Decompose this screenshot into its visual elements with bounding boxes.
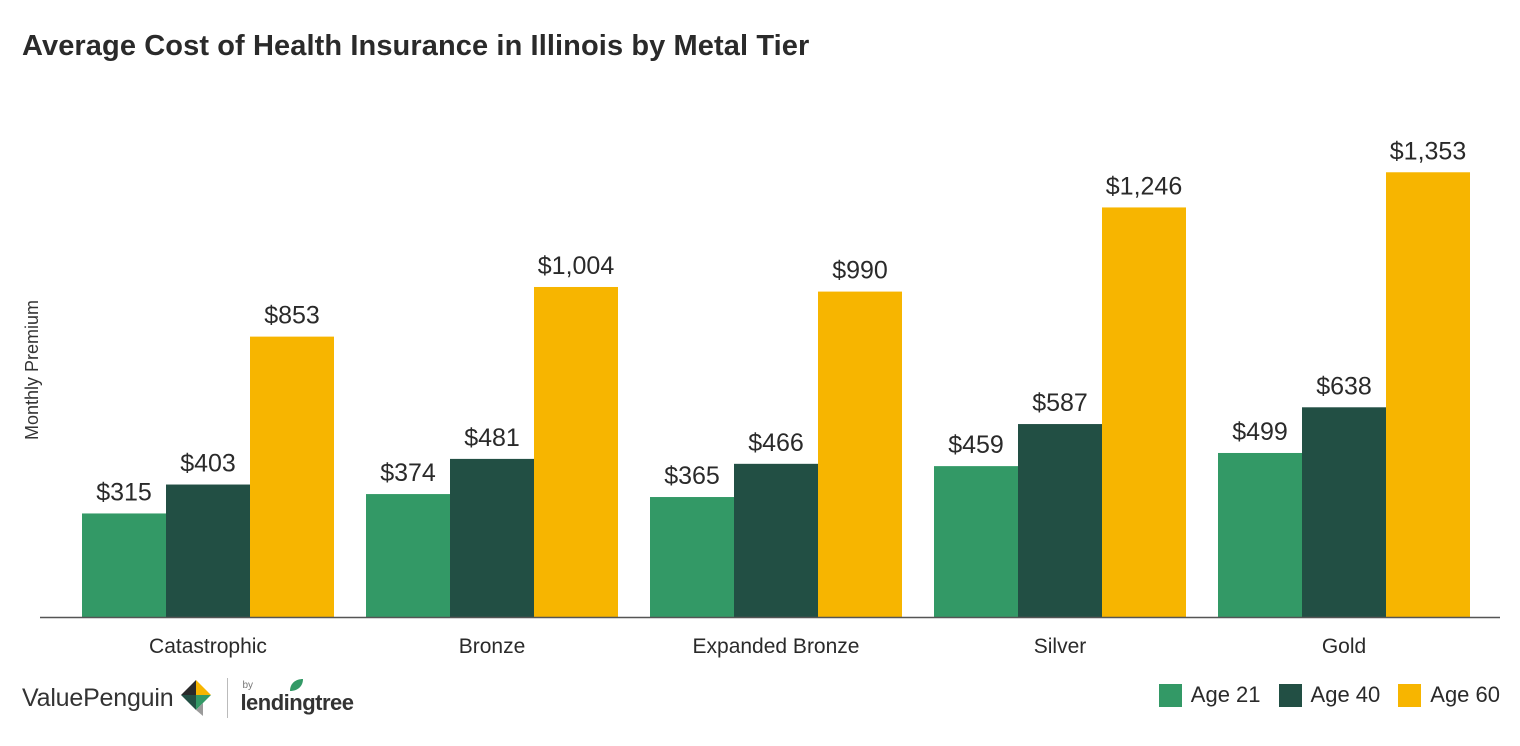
leaf-icon xyxy=(290,679,304,691)
chart-legend: Age 21 Age 40 Age 60 xyxy=(1158,682,1500,708)
legend-label-age-40: Age 40 xyxy=(1310,682,1381,707)
legend-label-age-60: Age 60 xyxy=(1430,682,1500,707)
data-label-bronze-age-40: $481 xyxy=(464,424,520,452)
legend-item-age-21: Age 21 xyxy=(1158,682,1261,708)
bar-silver-age-21 xyxy=(934,466,1018,617)
bar-expanded-bronze-age-60 xyxy=(818,291,902,617)
x-tick-label-gold: Gold xyxy=(1322,635,1366,658)
logo-divider xyxy=(227,678,229,718)
legend-item-age-60: Age 60 xyxy=(1398,682,1500,708)
bar-catastrophic-age-40 xyxy=(166,484,250,617)
data-label-silver-age-60: $1,246 xyxy=(1106,172,1182,200)
data-label-gold-age-60: $1,353 xyxy=(1390,137,1466,165)
bar-bronze-age-21 xyxy=(366,494,450,617)
chart-title: Average Cost of Health Insurance in Illi… xyxy=(22,30,810,62)
data-label-catastrophic-age-60: $853 xyxy=(264,302,320,330)
x-tick-label-catastrophic: Catastrophic xyxy=(149,635,267,658)
legend-swatch-age-60 xyxy=(1398,683,1422,707)
data-label-gold-age-21: $499 xyxy=(1232,418,1288,446)
data-label-silver-age-21: $459 xyxy=(948,431,1004,459)
x-tick-label-silver: Silver xyxy=(1034,635,1087,658)
y-axis-label: Monthly Premium xyxy=(22,300,42,440)
lendingtree-logo: by lendingtree xyxy=(240,678,370,718)
bar-catastrophic-age-21 xyxy=(82,513,166,617)
bar-silver-age-60 xyxy=(1102,207,1186,617)
data-label-silver-age-40: $587 xyxy=(1032,389,1088,417)
data-label-expanded-bronze-age-21: $365 xyxy=(664,462,720,490)
valuepenguin-diamond-icon xyxy=(181,680,212,716)
bar-expanded-bronze-age-40 xyxy=(734,463,818,617)
data-label-expanded-bronze-age-60: $990 xyxy=(832,257,888,285)
data-label-catastrophic-age-21: $315 xyxy=(96,478,152,506)
bar-gold-age-60 xyxy=(1386,172,1470,617)
bar-expanded-bronze-age-21 xyxy=(650,497,734,617)
x-tick-label-expanded-bronze: Expanded Bronze xyxy=(693,635,860,658)
legend-label-age-21: Age 21 xyxy=(1190,682,1261,707)
bar-gold-age-21 xyxy=(1218,452,1302,617)
valuepenguin-wordmark: ValuePenguin xyxy=(22,683,174,712)
bar-bronze-age-60 xyxy=(534,286,618,617)
bar-gold-age-40 xyxy=(1302,407,1386,617)
lendingtree-wordmark: lendingtree xyxy=(240,690,354,715)
bar-silver-age-40 xyxy=(1018,424,1102,617)
data-label-catastrophic-age-40: $403 xyxy=(180,450,236,478)
brand-logo: ValuePenguin by lendingtree xyxy=(22,674,370,722)
x-tick-label-bronze: Bronze xyxy=(459,635,526,658)
data-label-bronze-age-21: $374 xyxy=(380,459,436,487)
data-label-expanded-bronze-age-40: $466 xyxy=(748,429,804,457)
legend-item-age-40: Age 40 xyxy=(1278,682,1381,708)
legend-swatch-age-40 xyxy=(1278,683,1302,707)
data-label-bronze-age-60: $1,004 xyxy=(538,252,615,280)
bar-bronze-age-40 xyxy=(450,458,534,617)
data-label-gold-age-40: $638 xyxy=(1316,372,1372,400)
by-text: by xyxy=(242,680,253,691)
bar-catastrophic-age-60 xyxy=(250,336,334,617)
legend-swatch-age-21 xyxy=(1158,683,1182,707)
